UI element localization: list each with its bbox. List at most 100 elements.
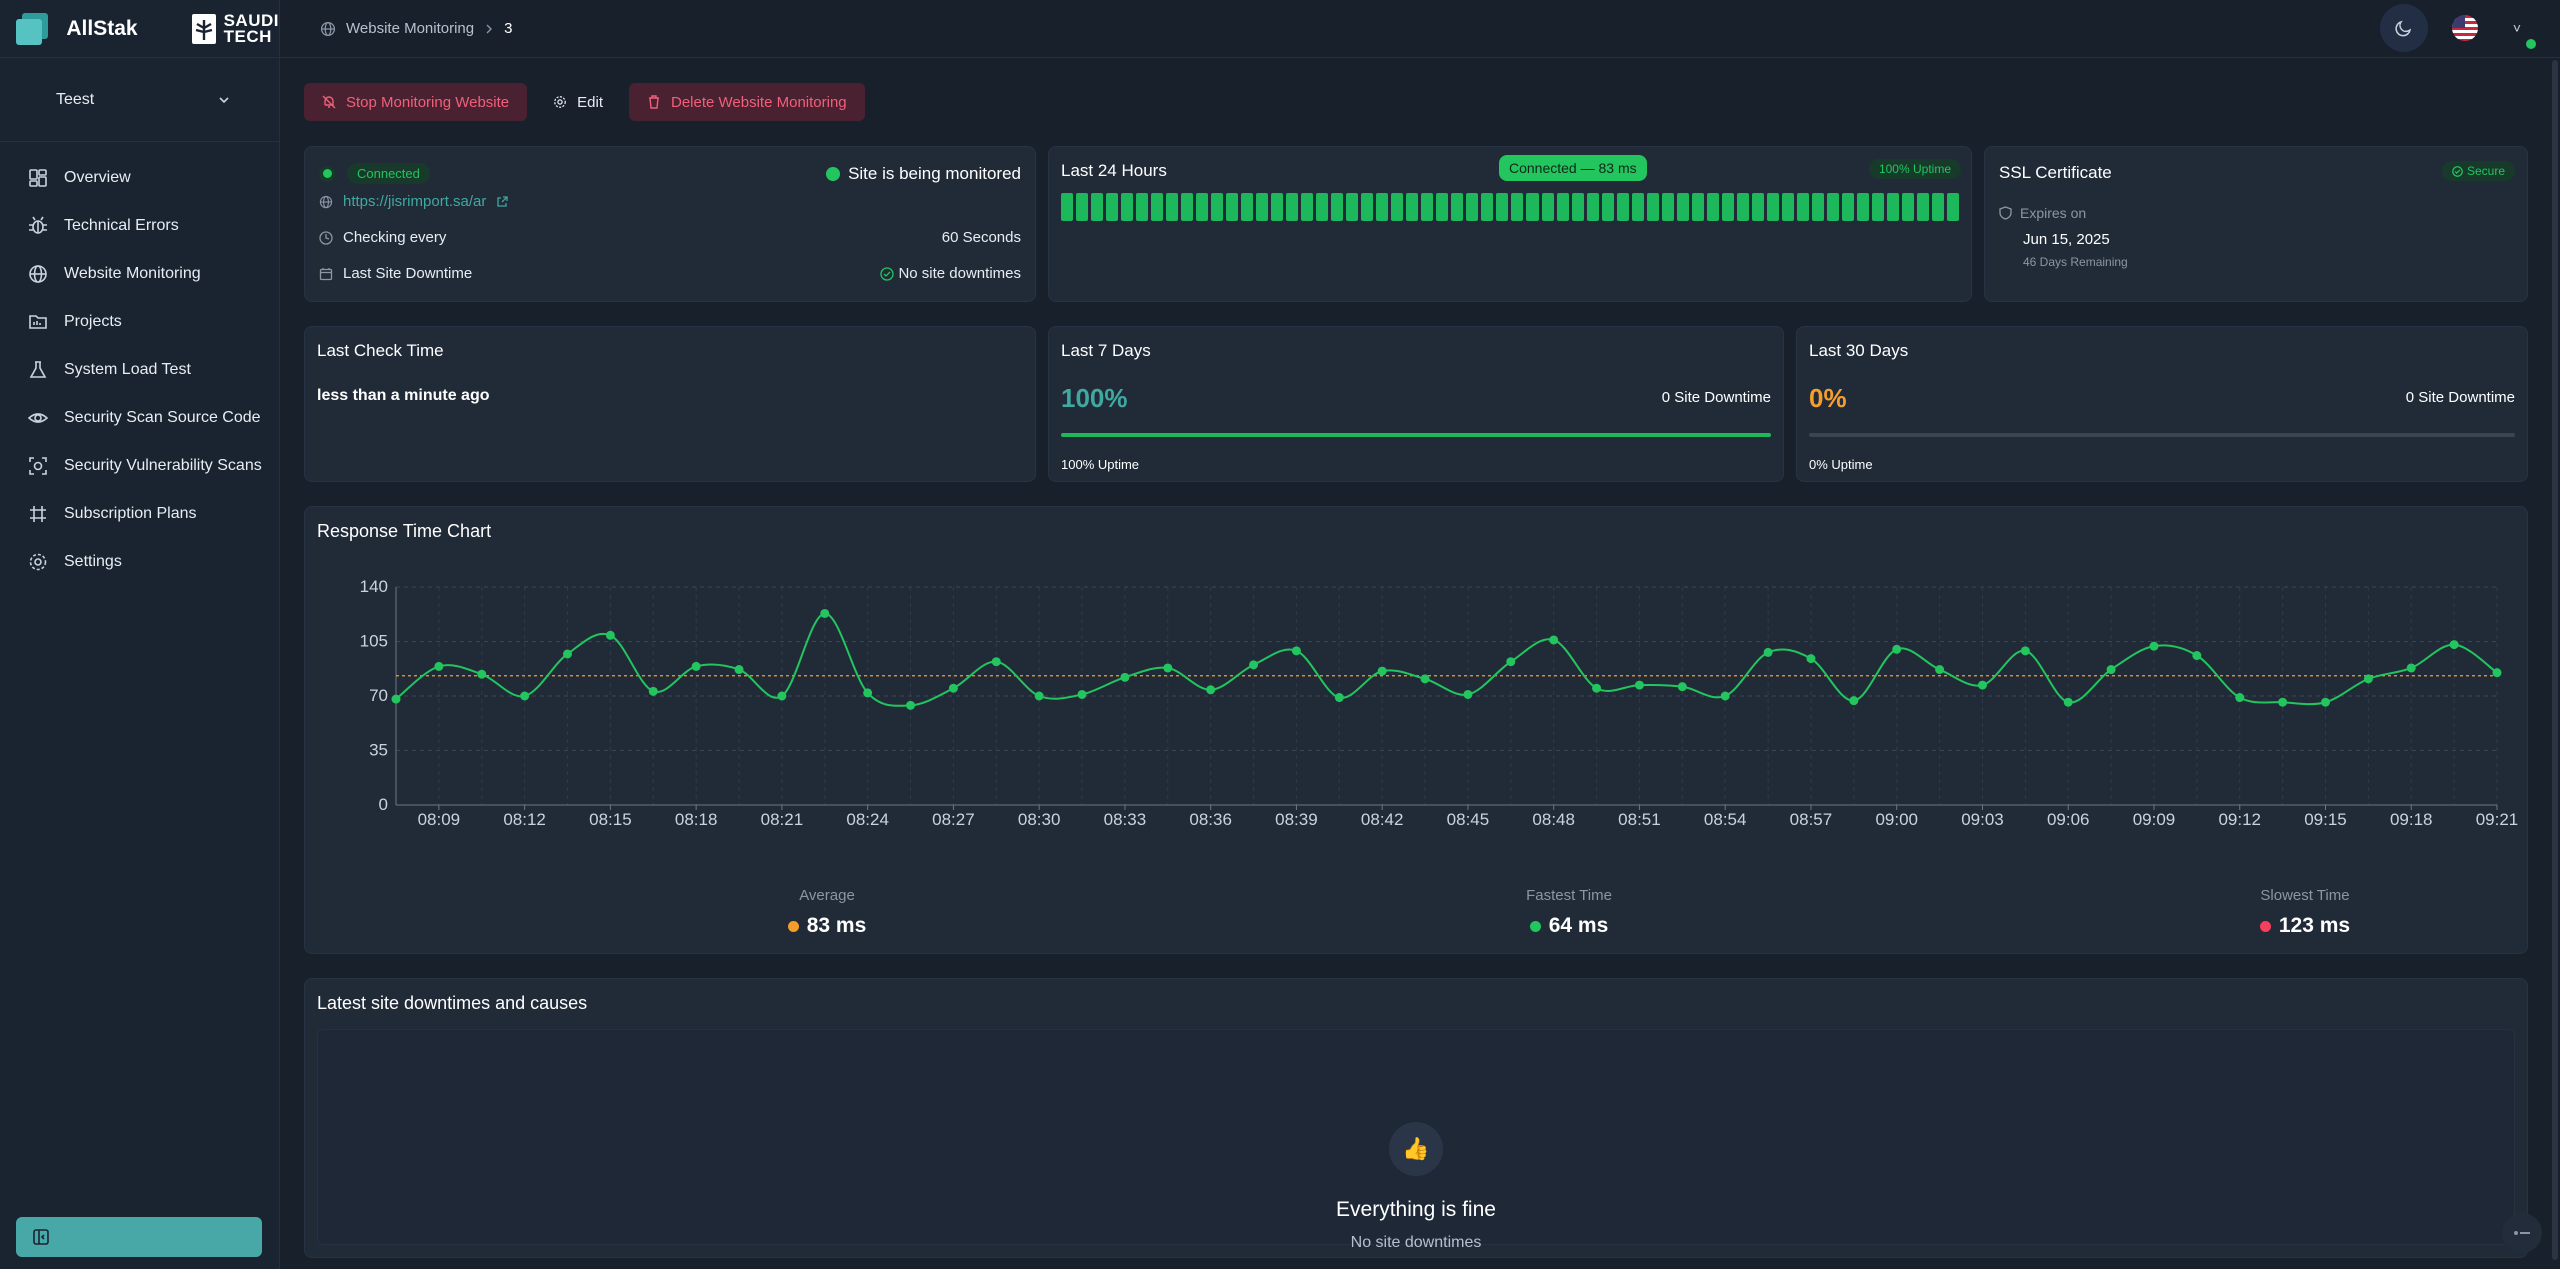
us-flag-icon[interactable] [2452, 15, 2478, 41]
data-point[interactable] [2406, 663, 2416, 673]
uptime-segment[interactable] [1136, 193, 1149, 221]
data-point[interactable] [863, 688, 873, 698]
uptime-segment[interactable] [1886, 193, 1899, 221]
uptime-segment[interactable] [1781, 193, 1794, 221]
data-point[interactable] [1334, 693, 1344, 703]
data-point[interactable] [734, 665, 744, 675]
data-point[interactable] [1849, 696, 1859, 706]
data-point[interactable] [691, 661, 701, 671]
uptime-segment[interactable] [1601, 193, 1614, 221]
data-point[interactable] [2449, 640, 2459, 650]
data-point[interactable] [520, 691, 530, 701]
uptime-segment[interactable] [1391, 193, 1404, 221]
sidebar-item-security-vulnerability-scans[interactable]: Security Vulnerability Scans [0, 442, 279, 490]
sidebar-item-security-scan-source-code[interactable]: Security Scan Source Code [0, 394, 279, 442]
uptime-segment[interactable] [1271, 193, 1284, 221]
uptime-segment[interactable] [1106, 193, 1119, 221]
data-point[interactable] [1291, 646, 1301, 656]
data-point[interactable] [1935, 665, 1945, 675]
uptime-segment[interactable] [1301, 193, 1314, 221]
uptime-segment[interactable] [1331, 193, 1344, 221]
uptime-segment[interactable] [1706, 193, 1719, 221]
data-point[interactable] [1892, 644, 1902, 654]
uptime-segment[interactable] [1346, 193, 1359, 221]
uptime-segment[interactable] [1646, 193, 1659, 221]
data-point[interactable] [1634, 680, 1644, 690]
data-point[interactable] [2235, 693, 2245, 703]
data-point[interactable] [2492, 668, 2502, 678]
data-point[interactable] [1763, 647, 1773, 657]
data-point[interactable] [1077, 689, 1087, 699]
uptime-segment[interactable] [1571, 193, 1584, 221]
sidebar-item-overview[interactable]: Overview [0, 154, 279, 202]
uptime-segment[interactable] [1406, 193, 1419, 221]
sidebar-item-website-monitoring[interactable]: Website Monitoring [0, 250, 279, 298]
collapse-sidebar-button[interactable] [16, 1217, 262, 1257]
uptime-segment[interactable] [1256, 193, 1269, 221]
support-chat-button[interactable] [2502, 1213, 2542, 1253]
uptime-segment[interactable] [1361, 193, 1374, 221]
uptime-segment[interactable] [1841, 193, 1854, 221]
external-link-icon[interactable] [496, 195, 509, 208]
uptime-segment[interactable] [1901, 193, 1914, 221]
uptime-segment[interactable] [1121, 193, 1134, 221]
uptime-segment[interactable] [1736, 193, 1749, 221]
uptime-segment[interactable] [1691, 193, 1704, 221]
uptime-segment[interactable] [1796, 193, 1809, 221]
data-point[interactable] [2106, 665, 2116, 675]
sidebar-item-subscription-plans[interactable]: Subscription Plans [0, 490, 279, 538]
uptime-segment[interactable] [1451, 193, 1464, 221]
uptime-segment[interactable] [1061, 193, 1074, 221]
uptime-segment[interactable] [1916, 193, 1929, 221]
uptime-segment[interactable] [1466, 193, 1479, 221]
data-point[interactable] [1249, 660, 1259, 670]
data-point[interactable] [1206, 685, 1216, 695]
page-scrollbar[interactable] [2552, 60, 2558, 1260]
delete-monitoring-button[interactable]: Delete Website Monitoring [629, 83, 865, 121]
uptime-segment[interactable] [1241, 193, 1254, 221]
data-point[interactable] [391, 694, 401, 704]
uptime-segment[interactable] [1541, 193, 1554, 221]
data-point[interactable] [1720, 691, 1730, 701]
data-point[interactable] [2063, 697, 2073, 707]
uptime-segment[interactable] [1166, 193, 1179, 221]
uptime-segment[interactable] [1826, 193, 1839, 221]
sidebar-item-system-load-test[interactable]: System Load Test [0, 346, 279, 394]
data-point[interactable] [1163, 663, 1173, 673]
data-point[interactable] [1592, 683, 1602, 693]
sidebar-item-settings[interactable]: Settings [0, 538, 279, 586]
data-point[interactable] [2149, 641, 2159, 651]
uptime-segment[interactable] [1196, 193, 1209, 221]
uptime-segment[interactable] [1481, 193, 1494, 221]
data-point[interactable] [948, 683, 958, 693]
data-point[interactable] [2192, 651, 2202, 661]
uptime-segment[interactable] [1376, 193, 1389, 221]
data-point[interactable] [1034, 691, 1044, 701]
data-point[interactable] [1977, 680, 1987, 690]
data-point[interactable] [1377, 666, 1387, 676]
uptime-segment[interactable] [1586, 193, 1599, 221]
data-point[interactable] [2278, 697, 2288, 707]
uptime-segment[interactable] [1076, 193, 1089, 221]
site-url-link[interactable]: https://jisrimport.sa/ar [343, 193, 487, 210]
uptime-segment[interactable] [1751, 193, 1764, 221]
uptime-segment[interactable] [1091, 193, 1104, 221]
uptime-segment[interactable] [1436, 193, 1449, 221]
sidebar-item-technical-errors[interactable]: Technical Errors [0, 202, 279, 250]
uptime-segment[interactable] [1556, 193, 1569, 221]
uptime-segment[interactable] [1226, 193, 1239, 221]
data-point[interactable] [1806, 654, 1816, 664]
data-point[interactable] [1506, 657, 1516, 667]
data-point[interactable] [648, 686, 658, 696]
uptime-segment[interactable] [1871, 193, 1884, 221]
uptime-segment[interactable] [1151, 193, 1164, 221]
stop-monitoring-button[interactable]: Stop Monitoring Website [304, 83, 528, 121]
data-point[interactable] [477, 669, 487, 679]
uptime-segment[interactable] [1526, 193, 1539, 221]
edit-button[interactable]: Edit [541, 83, 615, 121]
uptime-segment[interactable] [1766, 193, 1779, 221]
uptime-segment[interactable] [1661, 193, 1674, 221]
uptime-segment[interactable] [1421, 193, 1434, 221]
project-select[interactable]: Teest [0, 58, 279, 142]
uptime-segment[interactable] [1631, 193, 1644, 221]
